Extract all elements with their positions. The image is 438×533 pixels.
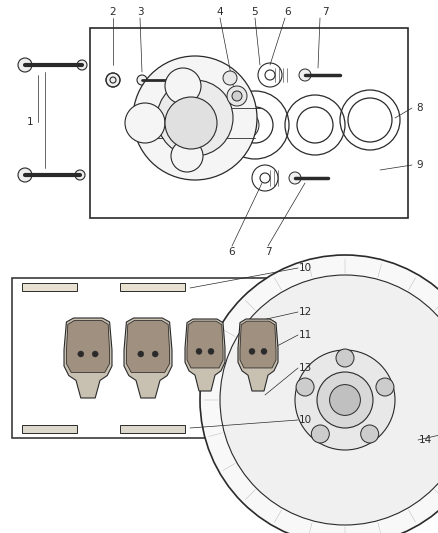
- Polygon shape: [187, 321, 223, 368]
- Text: 1: 1: [27, 117, 33, 127]
- Circle shape: [261, 349, 267, 354]
- Circle shape: [18, 168, 32, 182]
- Circle shape: [92, 351, 98, 357]
- Circle shape: [157, 80, 233, 156]
- Circle shape: [330, 385, 360, 415]
- Text: 14: 14: [418, 435, 431, 445]
- Circle shape: [231, 111, 259, 139]
- Circle shape: [77, 60, 87, 70]
- Circle shape: [289, 172, 301, 184]
- Text: 7: 7: [321, 7, 328, 17]
- Circle shape: [75, 170, 85, 180]
- Polygon shape: [185, 319, 225, 391]
- Circle shape: [18, 58, 32, 72]
- Circle shape: [137, 75, 147, 85]
- Text: 3: 3: [137, 7, 143, 17]
- Polygon shape: [124, 318, 172, 398]
- Text: 6: 6: [229, 247, 235, 257]
- Text: 10: 10: [298, 415, 311, 425]
- Text: 10: 10: [298, 263, 311, 273]
- Polygon shape: [64, 318, 112, 398]
- Circle shape: [165, 97, 217, 149]
- Text: 5: 5: [252, 7, 258, 17]
- Bar: [12, 278, 292, 438]
- Circle shape: [296, 378, 314, 396]
- Circle shape: [317, 372, 373, 428]
- Circle shape: [227, 86, 247, 106]
- Circle shape: [165, 68, 201, 104]
- Circle shape: [208, 349, 214, 354]
- Text: 8: 8: [417, 103, 423, 113]
- Circle shape: [106, 73, 120, 87]
- Circle shape: [223, 71, 237, 85]
- Circle shape: [295, 350, 395, 450]
- Circle shape: [171, 140, 203, 172]
- Text: 2: 2: [110, 7, 117, 17]
- Circle shape: [138, 351, 144, 357]
- Circle shape: [152, 351, 158, 357]
- Circle shape: [196, 349, 202, 354]
- Text: 4: 4: [217, 7, 223, 17]
- Text: 6: 6: [285, 7, 291, 17]
- Polygon shape: [67, 320, 110, 373]
- Circle shape: [78, 351, 84, 357]
- Circle shape: [125, 103, 165, 143]
- Circle shape: [311, 425, 329, 443]
- Bar: [22, 425, 77, 433]
- Text: 9: 9: [417, 160, 423, 170]
- Text: 7: 7: [265, 247, 271, 257]
- Circle shape: [200, 255, 438, 533]
- Text: 13: 13: [298, 363, 311, 373]
- Bar: [90, 28, 408, 218]
- Circle shape: [133, 56, 257, 180]
- Circle shape: [376, 378, 394, 396]
- Circle shape: [249, 349, 255, 354]
- Polygon shape: [240, 321, 276, 368]
- Circle shape: [171, 76, 179, 84]
- Bar: [120, 283, 185, 291]
- Bar: [120, 425, 185, 433]
- Circle shape: [220, 275, 438, 525]
- Polygon shape: [127, 320, 170, 373]
- Text: 12: 12: [298, 307, 311, 317]
- Circle shape: [232, 91, 242, 101]
- Circle shape: [299, 69, 311, 81]
- Circle shape: [336, 349, 354, 367]
- Polygon shape: [238, 319, 278, 391]
- Circle shape: [360, 425, 379, 443]
- Bar: [22, 283, 77, 291]
- Text: 11: 11: [298, 330, 311, 340]
